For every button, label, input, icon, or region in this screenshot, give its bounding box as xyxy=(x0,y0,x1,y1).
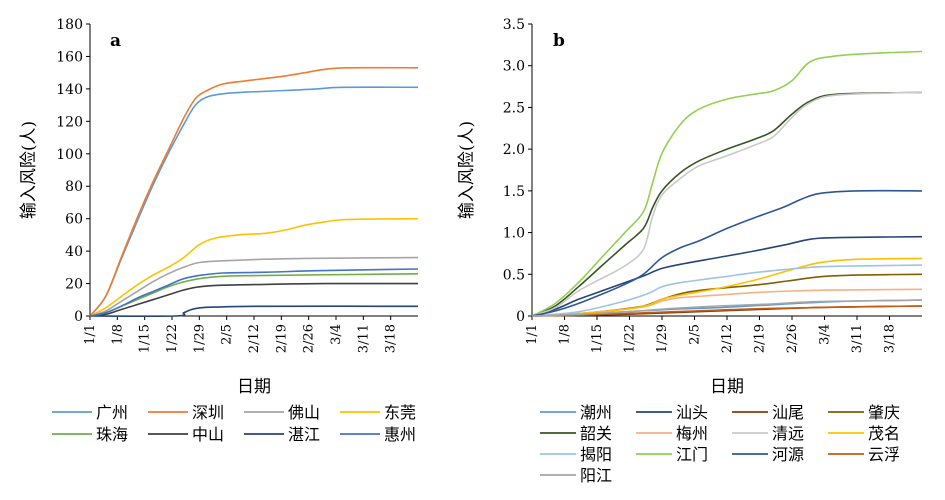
x-tick-label: 2/19 xyxy=(274,324,289,353)
legend-label: 云浮 xyxy=(868,445,900,464)
legend-label: 中山 xyxy=(192,425,224,444)
legend-label: 汕尾 xyxy=(772,403,804,422)
series-line-阳江 xyxy=(531,299,923,317)
x-tick-label: 3/4 xyxy=(818,324,833,345)
y-axis-title: 输入风险(人) xyxy=(19,121,39,219)
x-tick-label: 1/29 xyxy=(192,324,207,353)
legend-label: 肇庆 xyxy=(868,403,900,422)
y-tick-label: 2.5 xyxy=(503,100,525,116)
y-tick-label: 2.0 xyxy=(503,142,525,158)
x-tick-label: 1/8 xyxy=(558,324,573,345)
legend-label: 江门 xyxy=(676,445,708,464)
y-tick-label: 120 xyxy=(56,114,83,130)
series-line-惠州 xyxy=(89,268,419,317)
y-tick-label: 180 xyxy=(56,17,83,33)
series-line-珠海 xyxy=(89,273,419,317)
legend-label: 东莞 xyxy=(384,403,416,422)
y-tick-label: 3.5 xyxy=(503,17,525,33)
y-tick-label: 1.0 xyxy=(503,226,525,242)
x-tick-label: 1/1 xyxy=(83,324,98,345)
x-tick-label: 1/15 xyxy=(138,324,153,353)
panel-label: a xyxy=(110,31,121,51)
series-line-云浮 xyxy=(531,305,923,317)
series-line-中山 xyxy=(89,282,419,317)
x-tick-label: 3/11 xyxy=(850,324,865,353)
x-tick-label: 1/15 xyxy=(590,324,605,353)
series-line-茂名 xyxy=(531,257,923,317)
legend-label: 湛江 xyxy=(288,425,320,444)
series-line-江门 xyxy=(531,50,923,317)
legend-label: 梅州 xyxy=(676,424,708,443)
x-tick-label: 1/22 xyxy=(623,324,638,353)
y-tick-label: 100 xyxy=(56,147,83,163)
y-tick-label: 1.5 xyxy=(503,184,525,200)
y-tick-label: 0 xyxy=(74,309,83,325)
y-tick-label: 80 xyxy=(65,179,83,195)
legend-label: 阳江 xyxy=(580,466,612,485)
series-line-揭阳 xyxy=(531,264,923,317)
x-tick-label: 2/12 xyxy=(247,324,262,353)
legend-label: 韶关 xyxy=(580,424,612,443)
legend-label: 清远 xyxy=(772,424,804,443)
legend-label: 佛山 xyxy=(288,403,320,422)
y-tick-label: 60 xyxy=(65,212,83,228)
x-tick-label: 3/4 xyxy=(329,324,344,345)
x-tick-label: 2/5 xyxy=(220,324,235,345)
x-axis-title: 日期 xyxy=(237,377,271,397)
legend-label: 河源 xyxy=(772,445,804,464)
series-line-湛江 xyxy=(89,305,419,318)
series-line-清远 xyxy=(531,91,923,317)
y-tick-label: 3.0 xyxy=(503,59,525,75)
series-line-河源 xyxy=(531,189,923,317)
x-tick-label: 1/29 xyxy=(655,324,670,353)
x-tick-label: 1/1 xyxy=(525,324,540,345)
y-tick-label: 40 xyxy=(65,244,83,260)
y-axis-title: 输入风险(人) xyxy=(457,121,477,219)
x-tick-label: 1/22 xyxy=(165,324,180,353)
x-tick-label: 3/11 xyxy=(356,324,371,353)
y-tick-label: 160 xyxy=(56,49,83,65)
y-tick-label: 0 xyxy=(516,309,525,325)
legend-label: 揭阳 xyxy=(580,445,612,464)
legend-label: 惠州 xyxy=(384,425,416,444)
x-tick-label: 2/26 xyxy=(785,324,800,353)
x-tick-label: 3/18 xyxy=(883,324,898,353)
x-tick-label: 3/18 xyxy=(384,324,399,353)
y-tick-label: 0.5 xyxy=(503,267,525,283)
x-tick-label: 2/12 xyxy=(720,324,735,353)
chart-panel-b: 0 0.5 1.0 1.5 2.0 2.5 3.0 3.5 1/1 1/8 1/15 1/22 1/29… xyxy=(457,17,923,485)
legend-label: 潮州 xyxy=(580,403,612,422)
y-tick-label: 20 xyxy=(65,277,83,293)
y-tick-label: 140 xyxy=(56,82,83,98)
x-tick-label: 2/19 xyxy=(753,324,768,353)
legend-label: 珠海 xyxy=(96,425,128,444)
legend-label: 茂名 xyxy=(868,424,900,443)
x-tick-label: 1/8 xyxy=(110,324,125,345)
series-line-深圳 xyxy=(89,66,419,317)
series-line-佛山 xyxy=(89,256,419,317)
series-line-广州 xyxy=(89,86,419,317)
chart-panel-a: 0 20 40 60 80 100 120 140 160 180 1/1 1/8 1/15 1/22 1/… xyxy=(19,17,419,444)
legend-label: 深圳 xyxy=(192,403,224,422)
series-line-汕头 xyxy=(531,235,923,317)
legend-label: 广州 xyxy=(96,403,128,422)
x-tick-label: 2/26 xyxy=(302,324,317,353)
panel-label: b xyxy=(553,31,565,51)
series-line-东莞 xyxy=(89,217,419,317)
x-tick-label: 2/5 xyxy=(688,324,703,345)
x-axis-title: 日期 xyxy=(710,377,744,397)
series-line-韶关 xyxy=(531,91,923,317)
legend-label: 汕头 xyxy=(676,403,708,422)
